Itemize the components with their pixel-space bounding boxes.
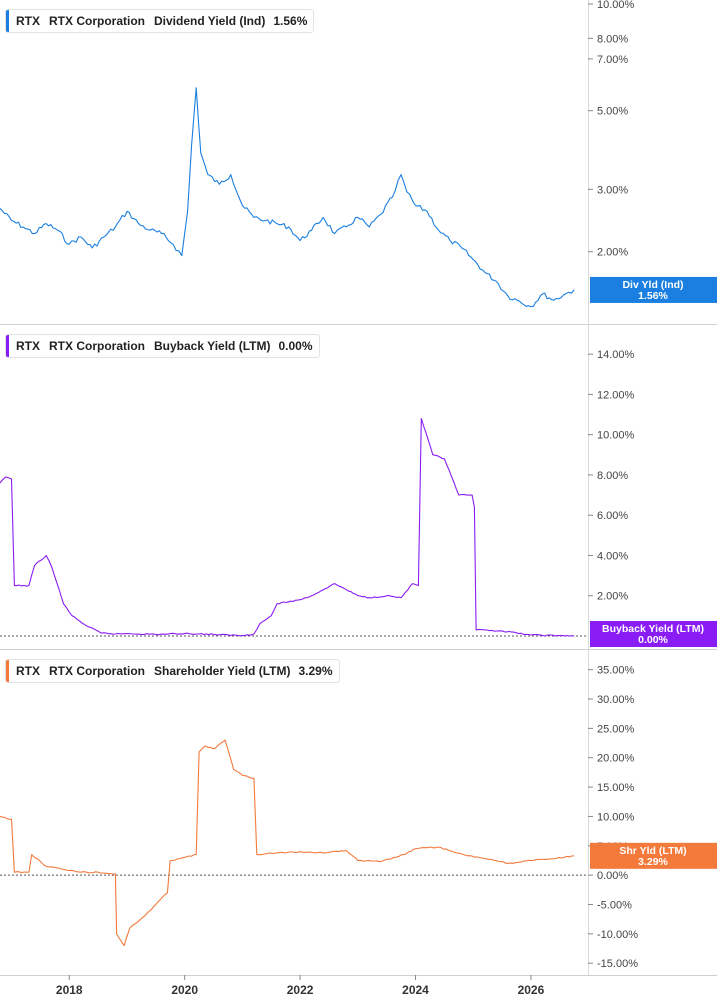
y-tick-label: 6.00% <box>597 510 628 522</box>
series-line-0 <box>0 87 575 308</box>
legend-company: RTX Corporation <box>49 14 145 28</box>
y-tick-label: 14.00% <box>597 349 635 361</box>
y-tick-label: 10.00% <box>597 430 635 442</box>
current-value-badge <box>590 842 717 869</box>
legend-value: 3.29% <box>298 664 333 678</box>
y-tick-label: 2.00% <box>597 247 628 259</box>
y-tick-label: 8.00% <box>597 470 628 482</box>
legend-ticker: RTX <box>16 664 40 678</box>
y-tick-label: 0.00% <box>597 870 628 882</box>
legend-value: 1.56% <box>273 14 308 28</box>
y-tick-label: 25.00% <box>597 723 635 735</box>
y-tick-label: 10.00% <box>597 811 635 823</box>
x-tick-label: 2018 <box>56 983 83 997</box>
legend-company: RTX Corporation <box>49 664 145 678</box>
x-tick-label: 2024 <box>402 983 429 997</box>
y-tick-label: -5.00% <box>597 899 632 911</box>
legend-metric: Buyback Yield (LTM) <box>154 339 271 353</box>
y-tick-label: -15.00% <box>597 958 638 970</box>
current-value-badge <box>590 276 717 303</box>
badge-label: Div Yld (Ind) <box>622 279 683 291</box>
series-line-2 <box>0 739 575 947</box>
y-tick-label: 5.00% <box>597 106 628 118</box>
y-tick-label: 12.00% <box>597 389 635 401</box>
legend-swatch <box>6 335 9 357</box>
badge-label: Buyback Yield (LTM) <box>602 623 704 635</box>
badge-value: 3.29% <box>638 856 668 868</box>
x-tick-label: 2022 <box>287 983 314 997</box>
legend-swatch <box>6 10 9 32</box>
y-tick-label: 10.00% <box>597 0 635 11</box>
legend-swatch <box>6 660 9 682</box>
legend-dividend: RTX RTX Corporation Dividend Yield (Ind)… <box>5 9 315 33</box>
y-tick-label: 4.00% <box>597 550 628 562</box>
badge-value: 0.00% <box>638 634 668 646</box>
legend-company: RTX Corporation <box>49 339 145 353</box>
badge-value: 1.56% <box>638 290 668 302</box>
current-value-badge <box>590 621 717 647</box>
series-line-1 <box>0 418 575 637</box>
legend-metric: Shareholder Yield (LTM) <box>154 664 291 678</box>
y-tick-label: 35.00% <box>597 665 635 677</box>
legend-buyback: RTX RTX Corporation Buyback Yield (LTM) … <box>5 334 320 358</box>
y-tick-label: 20.00% <box>597 753 635 765</box>
y-tick-label: 2.00% <box>597 591 628 603</box>
y-tick-label: 30.00% <box>597 694 635 706</box>
legend-shareholder: RTX RTX Corporation Shareholder Yield (L… <box>5 659 340 683</box>
legend-ticker: RTX <box>16 14 40 28</box>
x-tick-label: 2026 <box>518 983 545 997</box>
y-tick-label: 8.00% <box>597 33 628 45</box>
y-tick-label: 3.00% <box>597 184 628 196</box>
legend-ticker: RTX <box>16 339 40 353</box>
y-tick-label: -10.00% <box>597 929 638 941</box>
legend-metric: Dividend Yield (Ind) <box>154 14 266 28</box>
y-tick-label: 15.00% <box>597 782 635 794</box>
y-tick-label: 7.00% <box>597 54 628 66</box>
badge-label: Shr Yld (LTM) <box>619 845 686 857</box>
legend-value: 0.00% <box>278 339 313 353</box>
x-tick-label: 2020 <box>171 983 198 997</box>
